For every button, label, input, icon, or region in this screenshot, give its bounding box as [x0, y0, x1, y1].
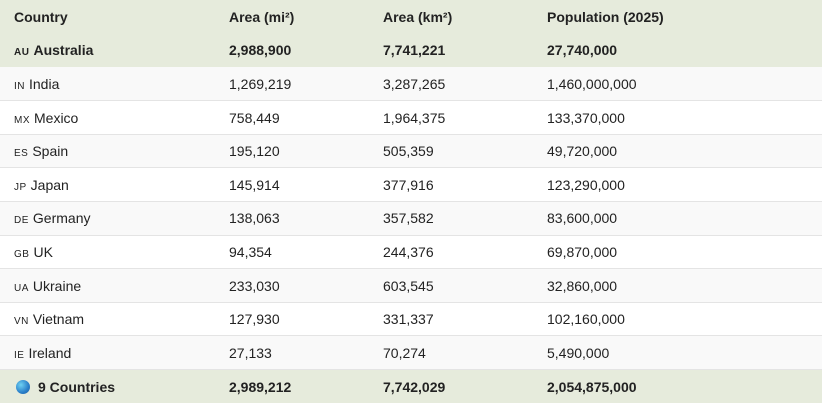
area-km2: 331,337 [383, 311, 434, 328]
col-country[interactable]: Country [14, 8, 68, 25]
area-mi2: 2,988,900 [229, 42, 292, 59]
country-code: IE [14, 349, 25, 361]
area-mi2: 195,120 [229, 143, 280, 160]
total-label-cell: 9 Countries [0, 370, 229, 404]
table-row: GB UK 94,354 244,376 69,870,000 [0, 235, 822, 269]
country-code: AU [14, 47, 30, 59]
total-pop: 2,054,875,000 [547, 378, 637, 395]
population: 83,600,000 [547, 210, 618, 227]
area-mi2: 233,030 [229, 277, 280, 294]
total-label: 9 Countries [38, 378, 116, 395]
table-row: VN Vietnam 127,930 331,337 102,160,000 [0, 302, 822, 336]
header-row: Country Area (mi²) Area (km²) Population… [0, 0, 822, 34]
area-mi2: 145,914 [229, 176, 280, 193]
country-cell: JP Japan [0, 168, 229, 202]
country-code: VN [14, 316, 29, 328]
col-area-mi2[interactable]: Area (mi²) [229, 8, 295, 25]
country-name: Germany [32, 210, 91, 227]
population: 49,720,000 [547, 143, 618, 160]
col-area-km2[interactable]: Area (km²) [383, 8, 453, 25]
total-km2: 7,742,029 [383, 378, 446, 395]
population: 102,160,000 [547, 311, 625, 328]
table-row: IN India 1,269,219 3,287,265 1,460,000,00… [0, 67, 822, 101]
country-cell: UA Ukraine [0, 269, 229, 303]
country-cell: IN India [0, 67, 229, 101]
country-code: GB [14, 248, 30, 260]
table-row: UA Ukraine 233,030 603,545 32,860,000 [0, 268, 822, 303]
area-mi2: 758,449 [229, 109, 280, 126]
country-name: India [29, 75, 60, 92]
area-km2: 603,545 [383, 277, 434, 294]
country-code: UA [14, 282, 29, 294]
country-name: Japan [30, 176, 69, 193]
country-name: Vietnam [32, 311, 85, 328]
country-cell: VN Vietnam [0, 302, 229, 336]
table-row: JP Japan 145,914 377,916 123,290,000 [0, 168, 822, 202]
country-name: Ukraine [32, 277, 82, 294]
country-name: Australia [33, 42, 94, 59]
area-mi2: 94,354 [229, 243, 272, 260]
country-cell: ES Spain [0, 134, 229, 168]
area-km2: 357,582 [383, 210, 434, 227]
area-km2: 377,916 [383, 176, 434, 193]
total-mi2: 2,989,212 [229, 378, 292, 395]
country-cell: MX Mexico [0, 101, 229, 135]
area-km2: 3,287,265 [383, 75, 446, 92]
table-row: IE Ireland 27,133 70,274 5,490,000 [0, 335, 822, 370]
area-km2: 7,741,221 [383, 42, 446, 59]
population: 27,740,000 [547, 42, 618, 59]
country-code: MX [14, 114, 30, 126]
population: 123,290,000 [547, 176, 625, 193]
population: 5,490,000 [547, 344, 610, 361]
country-code: ES [14, 148, 29, 160]
area-km2: 505,359 [383, 143, 434, 160]
table-row: AU Australia 2,988,900 7,741,221 27,740,0… [0, 33, 822, 68]
country-cell: DE Germany [0, 202, 229, 236]
area-mi2: 27,133 [229, 344, 272, 361]
country-name: UK [33, 243, 53, 260]
country-code: DE [14, 215, 29, 227]
population: 69,870,000 [547, 243, 618, 260]
country-code: IN [14, 80, 25, 92]
country-code: JP [14, 181, 27, 193]
country-name: Spain [32, 143, 69, 160]
col-population[interactable]: Population (2025) [547, 8, 664, 25]
population: 32,860,000 [547, 277, 618, 294]
population: 133,370,000 [547, 109, 625, 126]
country-cell: AU Australia [0, 34, 229, 68]
area-km2: 244,376 [383, 243, 434, 260]
area-mi2: 127,930 [229, 311, 280, 328]
country-cell: GB UK [0, 235, 229, 269]
country-cell: IE Ireland [0, 336, 229, 370]
area-mi2: 1,269,219 [229, 75, 292, 92]
area-km2: 70,274 [383, 344, 426, 361]
country-name: Mexico [34, 109, 79, 126]
area-mi2: 138,063 [229, 210, 280, 227]
country-name: Ireland [28, 344, 72, 361]
globe-icon [16, 379, 30, 394]
table-row: MX Mexico 758,449 1,964,375 133,370,000 [0, 101, 822, 135]
population: 1,460,000,000 [547, 75, 637, 92]
area-km2: 1,964,375 [383, 109, 446, 126]
table-row: ES Spain 195,120 505,359 49,720,000 [0, 134, 822, 168]
table-row: DE Germany 138,063 357,582 83,600,000 [0, 201, 822, 236]
total-row: 9 Countries 2,989,212 7,742,029 2,054,87… [0, 369, 822, 404]
